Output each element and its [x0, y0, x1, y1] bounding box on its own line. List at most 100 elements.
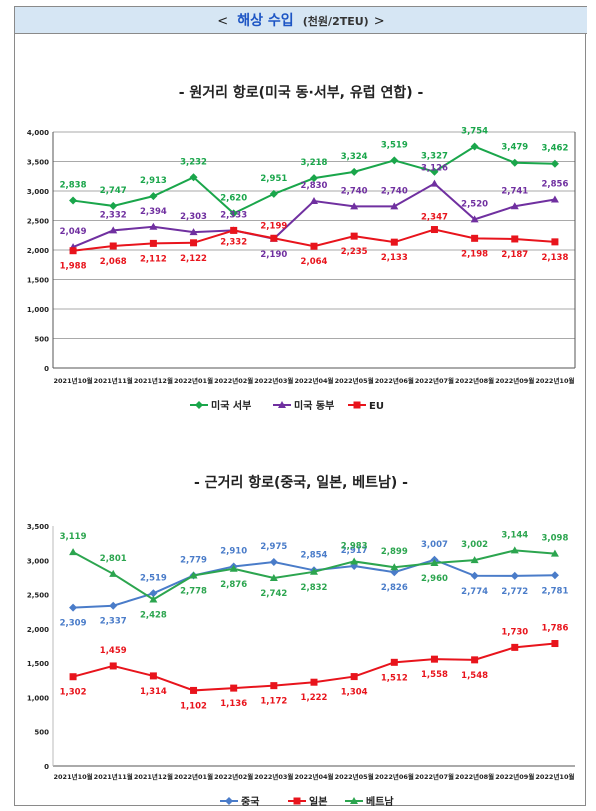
chart1-data-label: 2,747: [100, 186, 127, 196]
chart1-data-label: 2,235: [341, 247, 368, 257]
chart2-xtick-label: 2022년09월: [495, 772, 534, 781]
chart2-data-point: [149, 589, 158, 598]
chart2-xtick-label: 2022년06월: [375, 772, 414, 781]
chart2-series-1: 1,302 1,459 1,314 1,102 1,136 1,172 1,222 1,304…: [60, 624, 569, 712]
chart2-data-point: [230, 684, 238, 692]
chart1-data-point: [430, 179, 439, 187]
chart1-data-point: [189, 173, 198, 182]
chart2-data-label: 2,960: [421, 574, 448, 584]
chart1-data-point: [189, 228, 198, 236]
chart2-legend-label: 일본: [309, 795, 327, 806]
chart2-data-point: [390, 563, 399, 571]
chart1-data-label: 2,187: [501, 250, 528, 260]
chart1-data-label: 3,232: [180, 157, 207, 167]
chart2-data-label: 2,742: [260, 589, 287, 599]
chart2-data-label: 1,548: [461, 671, 488, 681]
chart2-data-point: [189, 571, 198, 579]
chart1-data-label: 2,332: [220, 237, 247, 247]
chart2-data-label: 1,730: [501, 627, 528, 637]
chart2-ytick-label: 0: [44, 763, 49, 771]
chart2-data-point: [69, 673, 77, 681]
chart2-xtick-label: 2022년05월: [335, 772, 374, 781]
chart1-data-point: [511, 235, 519, 243]
chart2-data-point: [511, 643, 519, 651]
chart1-legend-item: EU: [348, 401, 384, 412]
chart2-data-point: [310, 678, 318, 686]
chart2-data-point: [550, 549, 559, 557]
chart2-data-label: 2,826: [381, 583, 408, 593]
chart2-data-point: [430, 559, 439, 567]
header-left-bracket: <: [217, 14, 229, 29]
chart1-data-point: [149, 192, 158, 201]
chart1-data-point: [270, 234, 278, 242]
chart2-xtick-label: 2022년04월: [294, 772, 333, 781]
chart2-data-point: [149, 672, 157, 680]
chart2-data-point: [350, 673, 358, 681]
chart2-data-point: [69, 548, 78, 556]
chart2-xtick-label: 2021년10월: [54, 772, 93, 781]
chart1-data-label: 2,122: [180, 254, 207, 264]
chart2-legend-marker: [225, 797, 233, 805]
chart1-data-point: [149, 222, 158, 230]
chart2-data-point: [470, 556, 479, 564]
chart1-data-point: [471, 234, 479, 242]
chart2-data-point: [551, 640, 559, 648]
long-haul-route-chart: 0 500 1,000 1,500 2,000 2,500 3,000 3,500 4,000 2…: [27, 127, 576, 412]
chart1-ytick-label: 2,000: [27, 247, 49, 255]
chart1-ytick-label: 3,500: [27, 159, 49, 167]
chart1-data-label: 2,620: [220, 193, 247, 203]
chart1-data-point: [430, 167, 439, 176]
chart2-xtick-label: 2021년12월: [134, 772, 173, 781]
chart2-legend-marker: [350, 797, 358, 804]
chart1-data-label: 2,913: [140, 176, 167, 186]
chart1-data-label: 2,333: [220, 210, 247, 220]
chart2-data-label: 2,778: [180, 587, 207, 597]
chart1-data-point: [550, 195, 559, 203]
chart2-legend-item: 일본: [288, 795, 327, 806]
chart1-data-point: [310, 174, 318, 183]
chart2-data-point: [269, 558, 278, 566]
chart2-data-point: [430, 655, 438, 663]
chart2-data-label: 2,428: [140, 611, 167, 621]
chart1-legend-marker: [195, 401, 203, 409]
chart1-data-label: 2,838: [60, 181, 87, 191]
header-title: 해상 수입: [237, 13, 294, 29]
chart2-data-label: 1,172: [260, 697, 287, 707]
header-right-bracket: >: [373, 14, 385, 29]
chart2-ytick-label: 500: [34, 729, 49, 737]
chart2-data-point: [109, 601, 118, 610]
chart2-ytick-label: 3,000: [27, 557, 49, 565]
chart1-data-point: [109, 201, 118, 210]
chart1-xtick-label: 2022년05월: [335, 376, 374, 385]
chart1-data-label: 2,741: [501, 186, 528, 196]
chart1-ytick-label: 3,000: [27, 188, 49, 196]
chart1-data-label: 2,830: [301, 181, 328, 191]
chart1-xtick-label: 2022년04월: [294, 376, 333, 385]
chart1-data-point: [390, 202, 399, 210]
chart2-data-point: [550, 571, 559, 580]
chart1-data-point: [350, 202, 359, 210]
chart1-data-label: 2,190: [260, 250, 287, 260]
chart1-data-label: 2,740: [341, 186, 368, 196]
chart1-data-label: 1,988: [60, 262, 87, 272]
chart1-data-label: 2,199: [260, 221, 287, 231]
chart1-data-point: [69, 196, 78, 205]
chart2-data-label: 1,558: [421, 670, 448, 680]
chart1-xtick-label: 2021년12월: [134, 376, 173, 385]
chart1-data-point: [550, 159, 559, 168]
chart1-legend-label: EU: [369, 401, 384, 412]
chart2-data-label: 1,102: [180, 701, 207, 711]
chart2-data-label: 1,512: [381, 673, 408, 683]
chart1-data-label: 3,218: [301, 158, 328, 168]
chart2-data-label: 3,119: [60, 532, 87, 542]
chart2-data-point: [470, 571, 479, 580]
chart1-data-label: 2,138: [541, 253, 568, 263]
chart1-xtick-label: 2022년06월: [375, 376, 414, 385]
chart2-data-label: 2,910: [220, 546, 247, 556]
chart2-data-label: 2,876: [220, 580, 247, 590]
chart1-data-label: 3,126: [421, 164, 448, 174]
chart2-data-point: [350, 557, 359, 565]
chart2-data-label: 3,098: [541, 534, 568, 544]
chart2-ytick-label: 1,000: [27, 694, 49, 702]
chart1-xtick-label: 2021년10월: [54, 376, 93, 385]
